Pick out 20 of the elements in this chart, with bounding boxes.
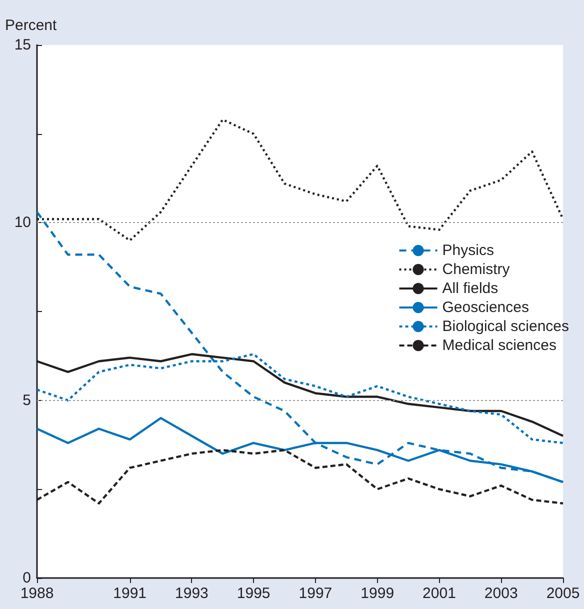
legend-label: Medical sciences <box>442 337 556 354</box>
x-tick-label: 2001 <box>422 585 456 602</box>
y-tick-label: 5 <box>22 392 31 409</box>
legend-label: Geosciences <box>442 299 529 316</box>
legend-label: Physics <box>442 242 494 259</box>
x-tick-label: 1997 <box>298 585 332 602</box>
x-tick-label: 1988 <box>20 585 54 602</box>
legend-label: Biological sciences <box>442 318 570 335</box>
y-axis-title: Percent <box>5 17 58 34</box>
x-tick-label: 1991 <box>113 585 147 602</box>
y-tick-label: 0 <box>22 570 31 586</box>
legend-label: All fields <box>442 280 498 297</box>
x-tick-label: 1999 <box>360 585 394 602</box>
x-tick-label: 2005 <box>546 585 580 602</box>
x-tick-label: 1993 <box>175 585 208 602</box>
y-tick-label: 15 <box>14 36 31 54</box>
legend-label: Chemistry <box>442 261 510 278</box>
y-tick-label: 10 <box>14 214 31 232</box>
x-tick-label: 2003 <box>484 585 518 602</box>
x-tick-label: 1995 <box>236 585 270 602</box>
